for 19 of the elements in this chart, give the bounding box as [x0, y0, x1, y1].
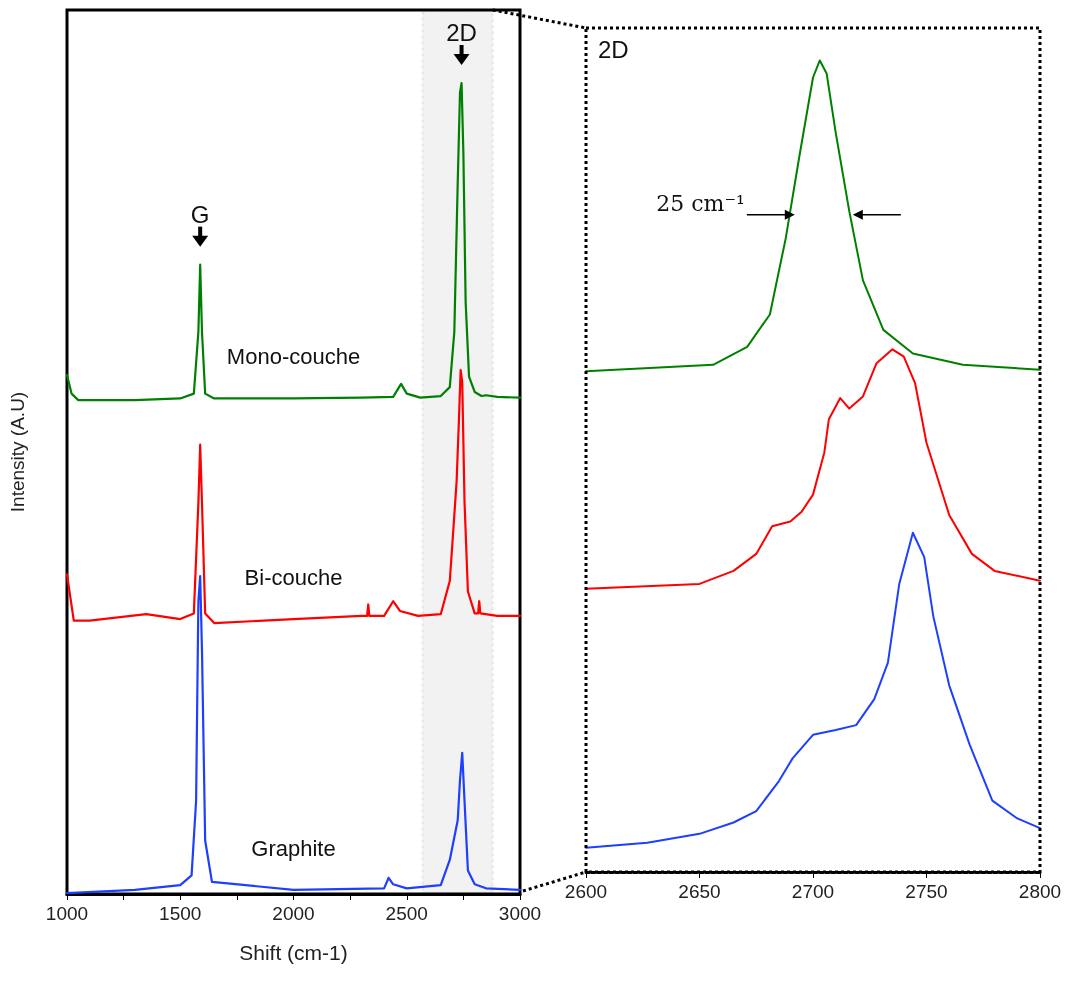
series-label: Mono-couche [226, 344, 361, 370]
y-axis-title: Intensity (A.U) [7, 391, 28, 513]
x-tick-label: 2600 [564, 881, 608, 902]
annotation: 25 cm⁻¹ [656, 190, 745, 216]
x-tick-label: 2750 [905, 881, 948, 902]
text: 2D [446, 18, 477, 46]
series-label: Graphite [251, 835, 336, 861]
annotation: G [190, 200, 210, 228]
x-tick-label: 1500 [159, 903, 202, 924]
series-label: Bi-couche [244, 565, 343, 591]
x-tick-label: 3000 [498, 903, 542, 924]
x-tick-label: 2500 [385, 903, 428, 924]
x-tick-label: 2800 [1018, 881, 1062, 902]
x-tick-label: 1000 [45, 903, 89, 924]
x-tick-label: 2650 [678, 881, 721, 902]
x-tick-label: 2700 [791, 881, 835, 902]
x-tick-label: 2000 [272, 903, 315, 924]
annotation: 2D [598, 36, 629, 63]
x-axis-title: Shift (cm-1) [239, 941, 348, 964]
